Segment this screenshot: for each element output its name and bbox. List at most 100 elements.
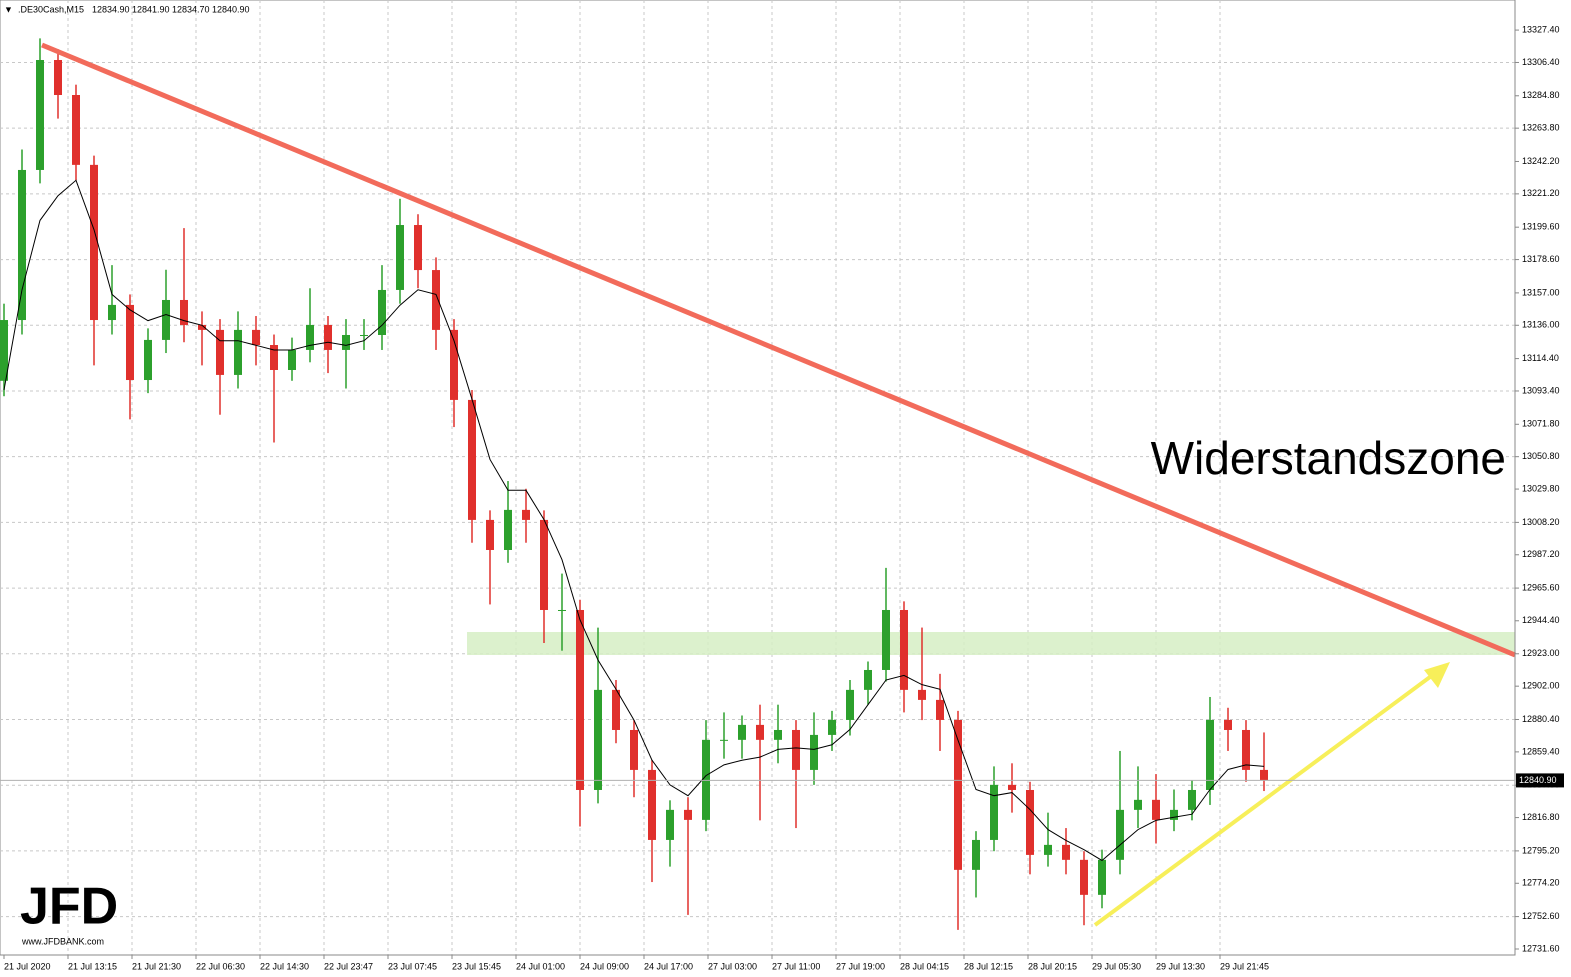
x-tick-label: 22 Jul 14:30 bbox=[260, 961, 309, 971]
header-value: 12840.90 bbox=[212, 4, 250, 14]
candle-body bbox=[108, 304, 116, 321]
annotation: Widerstandszone bbox=[1151, 432, 1506, 484]
y-tick-label: 12731.60 bbox=[1522, 943, 1560, 953]
y-tick-label: 12987.20 bbox=[1522, 549, 1560, 559]
y-tick-label: 13114.40 bbox=[1522, 353, 1559, 363]
candle-body bbox=[342, 334, 350, 350]
candle-body bbox=[630, 729, 638, 770]
candle-body bbox=[828, 719, 836, 735]
candle-body bbox=[648, 769, 656, 840]
candle-body bbox=[504, 509, 512, 550]
x-tick-label: 28 Jul 04:15 bbox=[900, 961, 949, 971]
candle-body bbox=[198, 324, 206, 330]
candle-body bbox=[900, 609, 908, 690]
logo: JFD bbox=[20, 878, 118, 936]
x-tick-label: 29 Jul 13:30 bbox=[1156, 961, 1205, 971]
candle-body bbox=[864, 669, 872, 690]
y-tick-label: 13306.40 bbox=[1522, 57, 1560, 67]
header-value: 12834.70 bbox=[172, 4, 210, 14]
y-tick-label: 13284.80 bbox=[1522, 90, 1560, 100]
candle-body bbox=[738, 724, 746, 740]
y-tick-label: 13157.00 bbox=[1522, 287, 1560, 297]
current-price-label: 12840.90 bbox=[1519, 775, 1557, 785]
moving-average bbox=[3, 179, 1265, 862]
candle-body bbox=[666, 809, 674, 840]
resistance-zone bbox=[467, 632, 1515, 655]
candle-body bbox=[558, 609, 566, 611]
candle-body bbox=[810, 734, 818, 770]
x-tick-label: 23 Jul 07:45 bbox=[388, 961, 437, 971]
header-value: 12841.90 bbox=[132, 4, 170, 14]
candle-body bbox=[918, 689, 926, 700]
candle-body bbox=[684, 809, 692, 820]
support-arrow bbox=[1093, 675, 1432, 927]
candle-body bbox=[396, 225, 404, 290]
x-tick-label: 21 Jul 2020 bbox=[4, 961, 51, 971]
x-tick-label: 24 Jul 09:00 bbox=[580, 961, 629, 971]
candle-body bbox=[792, 729, 800, 770]
candle-body bbox=[1026, 789, 1034, 855]
candle-body bbox=[162, 299, 170, 340]
candle-body bbox=[72, 95, 80, 165]
y-tick-label: 12965.60 bbox=[1522, 582, 1560, 592]
candle-body bbox=[324, 324, 332, 350]
candle-body bbox=[306, 324, 314, 350]
candle-body bbox=[540, 519, 548, 610]
candle-body bbox=[1152, 799, 1160, 820]
candle-body bbox=[90, 164, 98, 321]
candle-body bbox=[1098, 859, 1106, 895]
candle-body bbox=[1170, 809, 1178, 820]
candle-body bbox=[144, 339, 152, 381]
candle-body bbox=[612, 689, 620, 730]
y-tick-label: 13263.80 bbox=[1522, 123, 1560, 133]
y-tick-label: 13327.40 bbox=[1522, 24, 1560, 34]
candles bbox=[0, 38, 1268, 930]
x-tick-label: 27 Jul 19:00 bbox=[836, 961, 885, 971]
plot-frame bbox=[0, 0, 1516, 956]
y-tick-label: 12774.20 bbox=[1522, 878, 1560, 888]
y-tick-label: 13029.80 bbox=[1522, 483, 1560, 493]
x-tick-label: 27 Jul 03:00 bbox=[708, 961, 757, 971]
trend-line bbox=[41, 42, 1516, 658]
y-tick-label: 13199.60 bbox=[1522, 222, 1560, 232]
x-tick-label: 27 Jul 11:00 bbox=[772, 961, 820, 971]
candle-body bbox=[702, 739, 710, 820]
y-tick-label: 13071.80 bbox=[1522, 419, 1560, 429]
candle-body bbox=[756, 724, 764, 740]
candle-body bbox=[1044, 844, 1052, 855]
header-ohlc: 12834.90 12841.90 12834.70 12840.90 bbox=[92, 4, 250, 14]
candle-body bbox=[1242, 729, 1250, 770]
candle-body bbox=[1134, 799, 1142, 810]
x-tick-label: 23 Jul 15:45 bbox=[452, 961, 501, 971]
candle-body bbox=[720, 739, 728, 741]
candle-body bbox=[468, 399, 476, 520]
candle-body bbox=[270, 345, 278, 371]
y-tick-label: 12752.60 bbox=[1522, 911, 1560, 921]
candle-body bbox=[414, 225, 422, 271]
candle-body bbox=[1206, 719, 1214, 790]
y-tick-label: 13050.80 bbox=[1522, 451, 1560, 461]
x-tick-label: 24 Jul 01:00 bbox=[516, 961, 565, 971]
candle-body bbox=[522, 509, 530, 520]
y-tick-label: 12880.40 bbox=[1522, 714, 1560, 724]
y-tick-label: 12902.00 bbox=[1522, 681, 1560, 691]
x-tick-label: 22 Jul 06:30 bbox=[196, 961, 245, 971]
arrow-head bbox=[1424, 662, 1450, 688]
candle-body bbox=[990, 784, 998, 840]
candle-body bbox=[378, 289, 386, 335]
candle-body bbox=[576, 609, 584, 790]
candle-body bbox=[1260, 769, 1268, 781]
candle-body bbox=[36, 59, 44, 170]
y-tick-label: 12795.20 bbox=[1522, 845, 1560, 855]
candle-body bbox=[126, 304, 134, 381]
x-tick-label: 29 Jul 21:45 bbox=[1220, 961, 1269, 971]
candle-body bbox=[1188, 789, 1196, 810]
y-tick-label: 12923.00 bbox=[1522, 648, 1560, 658]
candle-body bbox=[594, 689, 602, 790]
candle-body bbox=[972, 839, 980, 870]
candle-body bbox=[432, 270, 440, 330]
candle-body bbox=[846, 689, 854, 720]
candle-body bbox=[936, 699, 944, 720]
